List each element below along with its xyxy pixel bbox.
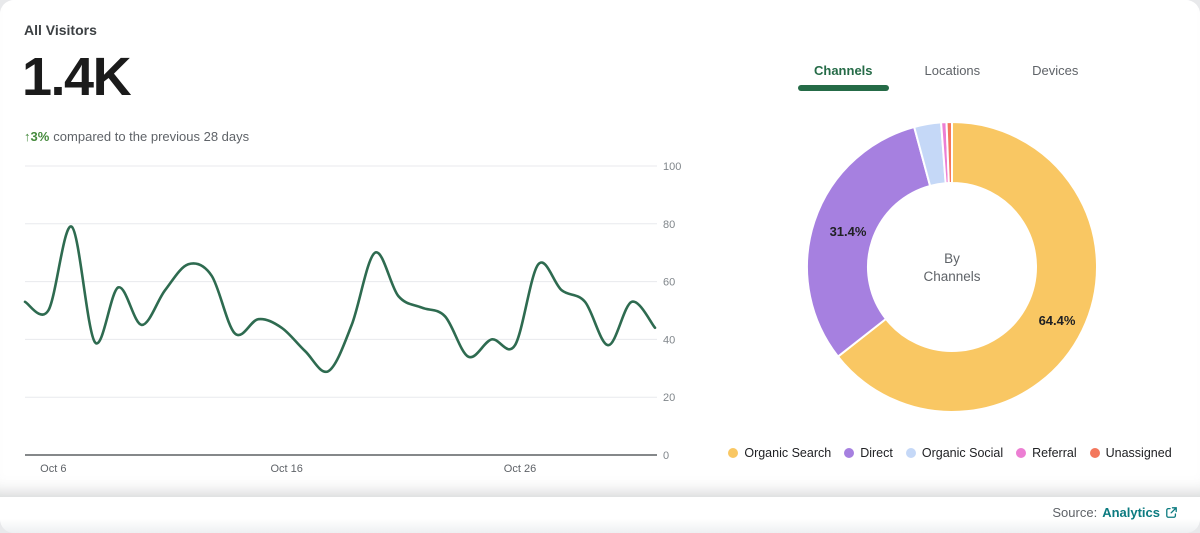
svg-text:Oct 6: Oct 6 [40,463,66,475]
svg-text:60: 60 [663,277,675,289]
legend-item-referral: Referral [1016,446,1077,460]
tab-devices[interactable]: Devices [1032,63,1079,78]
breakdown-tabs: Channels Locations Devices [798,58,1094,91]
source-label: Source: [1052,505,1098,520]
trend-summary: ↑3% compared to the previous 28 days [24,129,249,144]
legend-label: Organic Search [744,446,832,460]
analytics-link[interactable]: Analytics [1102,505,1178,520]
svg-text:20: 20 [663,392,675,404]
legend-label: Direct [860,446,893,460]
svg-text:40: 40 [663,334,675,346]
legend-item-organic-social: Organic Social [905,446,1004,460]
donut-center-label-line2: Channels [923,269,980,284]
widget-footer: Source: Analytics [0,497,1200,533]
donut-legend: Organic Search Direct Organic Social Ref… [700,446,1200,460]
legend-dot-organic-social [905,448,916,458]
svg-text:0: 0 [663,450,669,462]
trend-up-badge: ↑3% [24,129,49,144]
tab-locations[interactable]: Locations [924,63,981,78]
svg-text:80: 80 [663,219,675,231]
legend-dot-direct [844,448,855,458]
svg-text:100: 100 [663,161,681,173]
trend-up-arrow-icon: ↑ [24,129,31,144]
slice-percent-label: 64.4% [1039,313,1076,328]
page-title: All Visitors [24,22,97,38]
legend-dot-unassigned [1089,448,1100,458]
donut-center-label-line1: By [944,251,960,266]
svg-text:Oct 16: Oct 16 [270,463,302,475]
slice-percent-label: 31.4% [830,224,867,239]
visitors-card: All Visitors 1.4K ↑3% compared to the pre… [0,0,1200,497]
legend-dot-organic-search [728,448,739,458]
donut-slice-organic-search[interactable] [836,121,1098,413]
tab-channels[interactable]: Channels [798,58,889,91]
legend-label: Referral [1032,446,1077,460]
channels-donut-chart: 64.4% 31.4% By Channels [787,102,1117,432]
analytics-link-label: Analytics [1102,505,1160,520]
legend-item-direct: Direct [844,446,893,460]
trend-caption: compared to the previous 28 days [53,129,250,144]
line-chart-svg: 0 20 40 60 80 100 Oct 6 Oct 16 Oct 26 [23,161,681,475]
donut-chart-svg: 64.4% 31.4% By Channels [806,120,1098,413]
legend-item-organic-search: Organic Search [728,446,831,460]
trend-percent: 3% [30,129,50,144]
visitors-total: 1.4K [22,47,132,107]
donut-slice-direct[interactable] [806,126,932,358]
source-line: Source: Analytics [1052,505,1178,520]
donut-slice-unassigned[interactable] [945,120,953,185]
visitors-line-chart: 0 20 40 60 80 100 Oct 6 Oct 16 Oct 26 [0,150,700,490]
legend-label: Unassigned [1105,446,1172,460]
svg-text:Oct 26: Oct 26 [504,463,536,475]
external-link-icon [1166,507,1177,518]
legend-dot-referral [1016,448,1027,458]
legend-item-unassigned: Unassigned [1089,446,1172,460]
legend-label: Organic Social [921,446,1004,460]
